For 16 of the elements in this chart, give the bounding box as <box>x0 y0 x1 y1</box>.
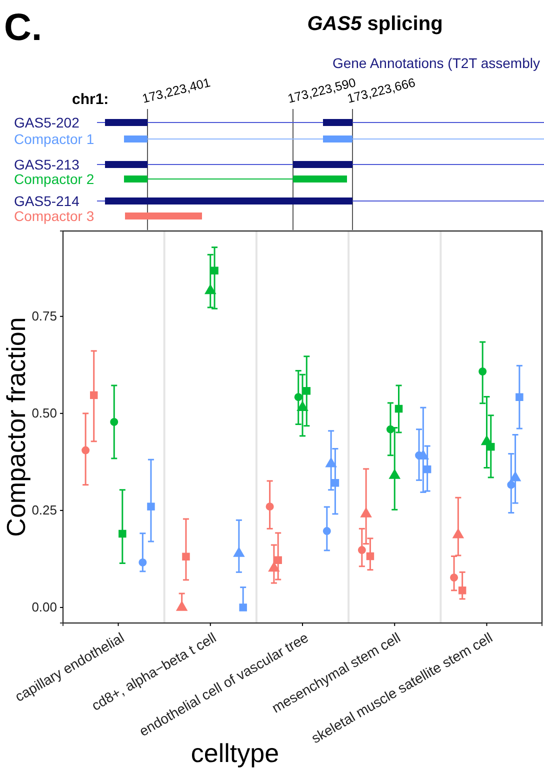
text: GAS5-202 <box>14 114 80 130</box>
y-tick-label: 0.50 <box>32 406 57 421</box>
text: GAS5-213 <box>14 156 80 172</box>
text: Compactor 3 <box>14 208 94 224</box>
text: Compactor 2 <box>14 171 94 187</box>
text: C. <box>4 7 42 49</box>
y-tick-label: 0.00 <box>32 600 57 615</box>
y-tick-label: 0.25 <box>32 502 57 518</box>
text: Gene Annotations (T2T assembly <box>332 55 540 71</box>
text: GAS5-214 <box>14 193 80 209</box>
text: chr1: <box>72 91 109 108</box>
x-axis-title: celltype <box>190 738 280 768</box>
y-tick-label: 0.75 <box>32 308 57 324</box>
y-axis-title: Compactor fraction <box>1 317 31 537</box>
chart-title: GAS5 splicing <box>307 13 443 35</box>
text: Compactor 1 <box>14 131 94 147</box>
